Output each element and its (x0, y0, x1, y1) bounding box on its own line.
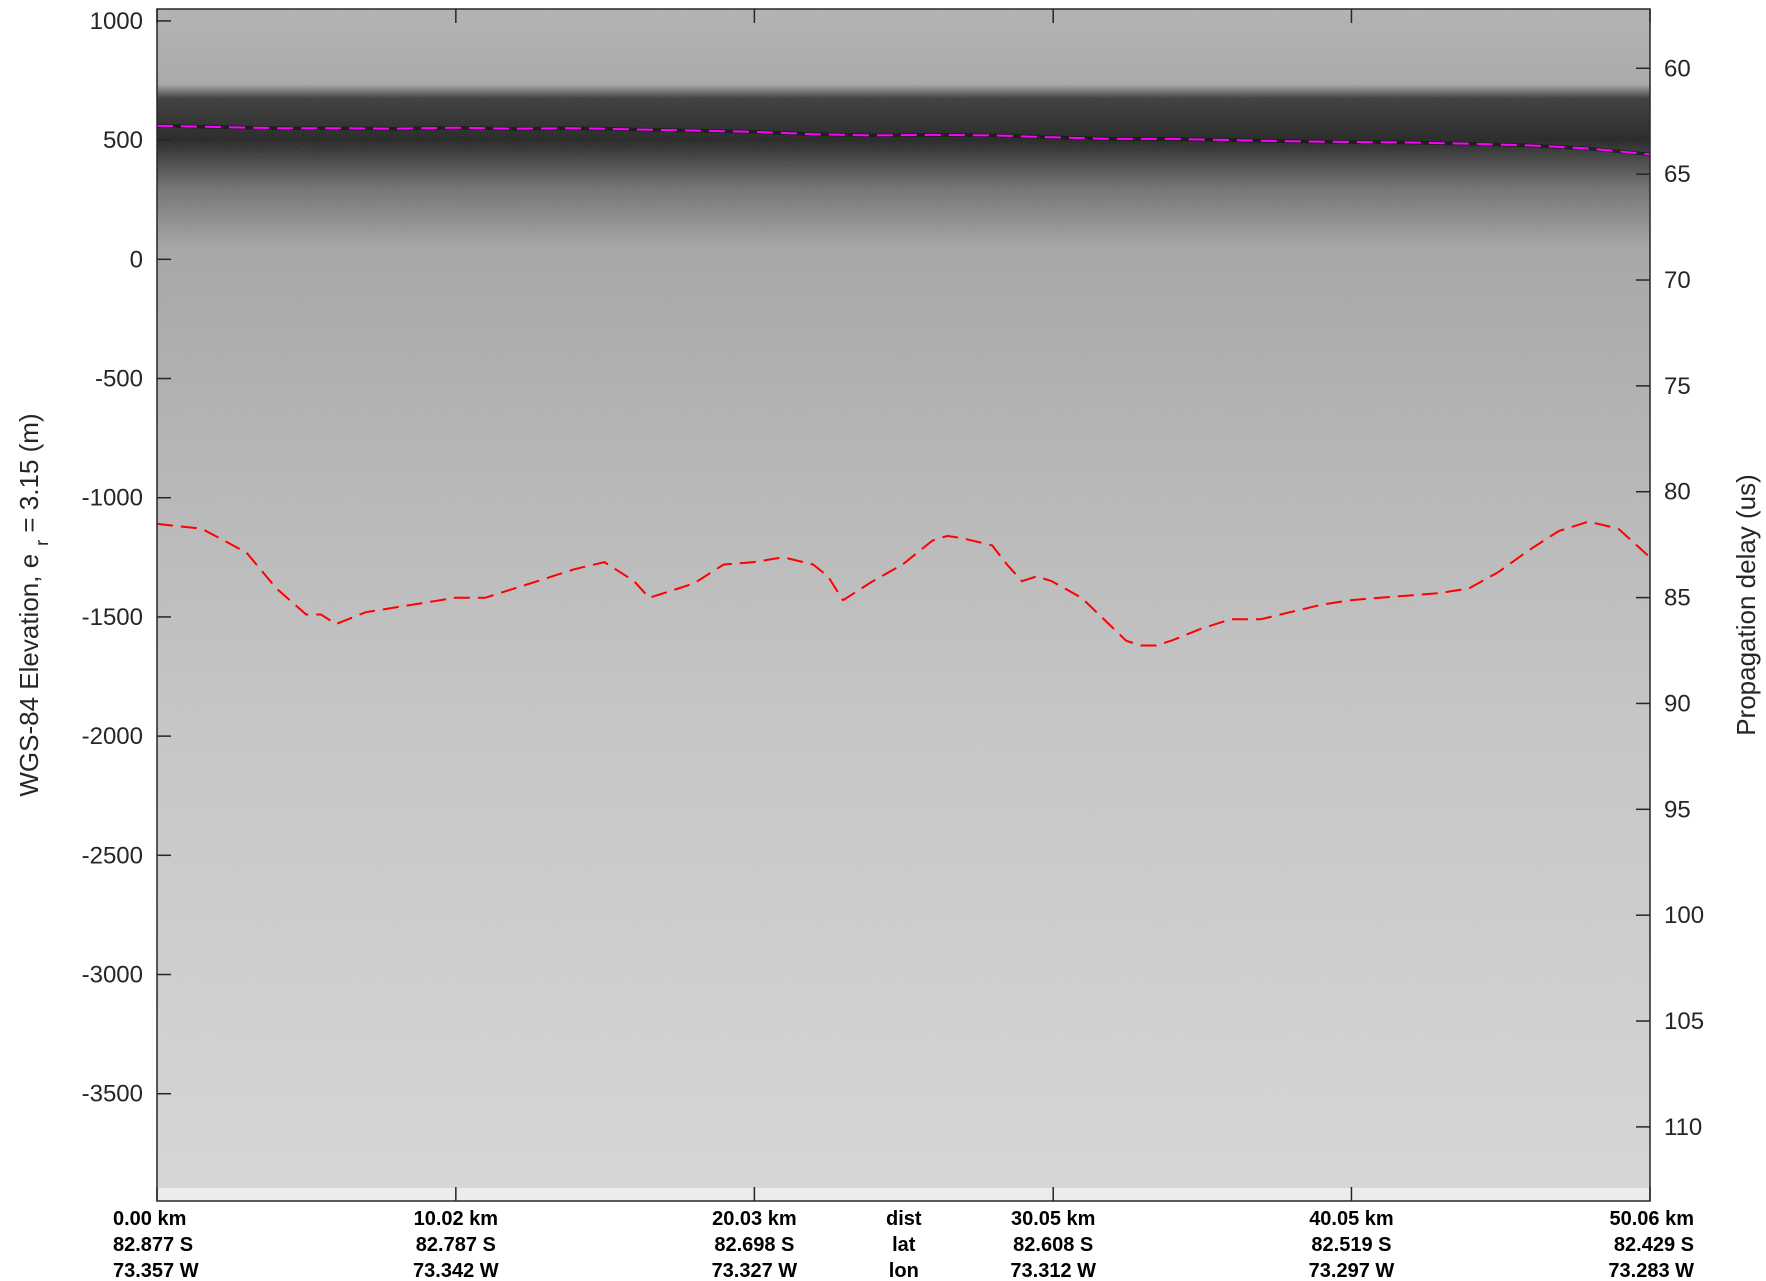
x-info-dist-1: 10.02 km (414, 1208, 499, 1230)
right-tick-label: 95 (1664, 796, 1691, 823)
right-tick-label: 70 (1664, 267, 1691, 294)
plot-frame (156, 8, 1651, 1202)
x-info-dist-4: 40.05 km (1309, 1208, 1394, 1230)
x-info-lon-2: 73.327 W (712, 1260, 798, 1281)
x-info-lon-4: 73.297 W (1309, 1260, 1395, 1281)
left-axis-title: WGS-84 Elevation, e r = 3.15 (m) (14, 413, 52, 796)
right-tick-label: 60 (1664, 55, 1691, 82)
x-info-lat-1: 82.787 S (416, 1234, 496, 1256)
x-info-header-lat: lat (892, 1234, 916, 1256)
surface-pick-line (156, 124, 1651, 156)
series-layer (156, 124, 1651, 647)
right-tick-label: 65 (1664, 161, 1691, 188)
left-tick-label: -1000 (82, 485, 143, 512)
left-axis-label-rest: = 3.15 (m) (14, 413, 44, 539)
x-info-lon-0: 73.357 W (113, 1260, 199, 1281)
bed-pick-line (156, 520, 1651, 647)
svg-text:WGS-84 Elevation, er = 3.15 (m: WGS-84 Elevation, e r = 3.15 (m) (14, 413, 52, 796)
right-axis-title: Propagation delay (us) (1731, 474, 1761, 736)
x-info-lat-4: 82.519 S (1311, 1234, 1391, 1256)
ticks-layer: 1000 500 0 -500 -1000 -1500 -2000 -2500 -3000 -35… (82, 8, 1704, 1281)
right-tick-label: 80 (1664, 479, 1691, 506)
right-tick-label: 100 (1664, 902, 1704, 929)
right-tick-label: 75 (1664, 373, 1691, 400)
x-info-lat-0: 82.877 S (113, 1234, 193, 1256)
x-info-lon-3: 73.312 W (1010, 1260, 1096, 1281)
x-info-dist-3: 30.05 km (1011, 1208, 1096, 1230)
x-info-lat-2: 82.698 S (714, 1234, 794, 1256)
left-tick-label: 1000 (90, 8, 143, 35)
left-axis-label-main: WGS-84 Elevation, e (14, 554, 44, 797)
right-tick-label: 110 (1664, 1114, 1702, 1141)
x-info-header-dist: dist (886, 1208, 922, 1230)
left-tick-label: -3000 (82, 962, 143, 989)
x-info-lon-1: 73.342 W (413, 1260, 499, 1281)
left-tick-label: 500 (103, 127, 143, 154)
x-info-lat-5: 82.429 S (1614, 1234, 1694, 1256)
left-tick-label: 0 (130, 246, 143, 273)
left-tick-label: -500 (95, 366, 143, 393)
x-info-dist-2: 20.03 km (712, 1208, 797, 1230)
left-axis-label-sub: r (32, 540, 52, 546)
left-tick-label: -2000 (82, 723, 143, 750)
echogram-image (157, 9, 1650, 1201)
x-info-dist-0: 0.00 km (113, 1208, 186, 1230)
right-tick-label: 85 (1664, 585, 1691, 612)
right-tick-label: 105 (1664, 1008, 1704, 1035)
left-tick-label: -1500 (82, 604, 143, 631)
left-tick-label: -3500 (82, 1081, 143, 1108)
x-info-lon-5: 73.283 W (1608, 1260, 1694, 1281)
x-info-dist-5: 50.06 km (1609, 1208, 1694, 1230)
left-tick-label: -2500 (82, 842, 143, 869)
right-tick-label: 90 (1664, 690, 1691, 717)
x-info-lat-3: 82.608 S (1013, 1234, 1093, 1256)
x-info-header-lon: lon (889, 1260, 919, 1281)
